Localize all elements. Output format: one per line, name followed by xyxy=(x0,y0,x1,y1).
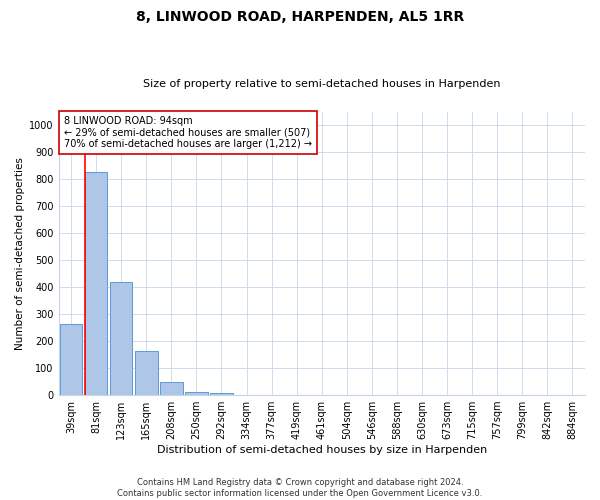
Bar xyxy=(135,350,158,395)
Text: 8 LINWOOD ROAD: 94sqm
← 29% of semi-detached houses are smaller (507)
70% of sem: 8 LINWOOD ROAD: 94sqm ← 29% of semi-deta… xyxy=(64,116,312,150)
Title: Size of property relative to semi-detached houses in Harpenden: Size of property relative to semi-detach… xyxy=(143,79,500,89)
Y-axis label: Number of semi-detached properties: Number of semi-detached properties xyxy=(15,157,25,350)
Text: Contains HM Land Registry data © Crown copyright and database right 2024.
Contai: Contains HM Land Registry data © Crown c… xyxy=(118,478,482,498)
Text: 8, LINWOOD ROAD, HARPENDEN, AL5 1RR: 8, LINWOOD ROAD, HARPENDEN, AL5 1RR xyxy=(136,10,464,24)
Bar xyxy=(85,172,107,395)
Bar xyxy=(210,393,233,395)
Bar xyxy=(160,382,182,395)
Bar xyxy=(185,392,208,395)
Bar xyxy=(60,324,82,395)
Bar xyxy=(110,282,133,395)
X-axis label: Distribution of semi-detached houses by size in Harpenden: Distribution of semi-detached houses by … xyxy=(157,445,487,455)
